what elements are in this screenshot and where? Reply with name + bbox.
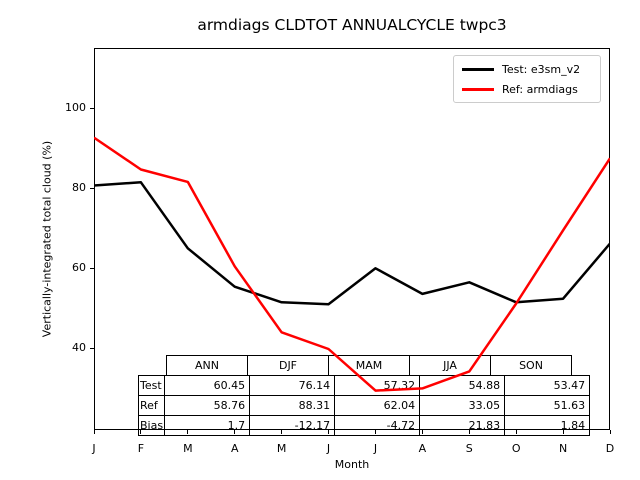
y-tick-label: 60: [72, 261, 86, 275]
table-cell-value: 1.7: [164, 415, 251, 436]
legend-label: Test: e3sm_v2: [502, 62, 581, 76]
ref-line-swatch: [462, 87, 494, 91]
y-tick-mark: [90, 107, 94, 109]
legend-label: Ref: armdiags: [502, 82, 578, 96]
table-cell-value: 21.83: [419, 415, 506, 436]
table-row: Ref 58.76 88.31 62.04 33.05 51.63: [137, 395, 591, 416]
y-axis-label: Vertically-integrated total cloud (%): [40, 140, 54, 338]
x-tick-label: M: [183, 442, 193, 455]
x-tick-mark: [609, 430, 611, 434]
table-column-header: DJF: [247, 355, 329, 376]
legend-entry: Ref: armdiags: [462, 79, 592, 99]
table-row-label: Bias: [137, 415, 166, 436]
ref-series-line: [94, 136, 610, 392]
plot-title: armdiags CLDTOT ANNUALCYCLE twpc3: [197, 16, 507, 34]
x-tick-label: D: [605, 442, 615, 455]
table-cell-value: -4.72: [334, 415, 421, 436]
x-axis-label: Month: [334, 458, 370, 471]
x-tick-label: S: [465, 442, 473, 455]
x-tick-label: J: [326, 442, 331, 455]
table-cell-value: 33.05: [419, 395, 506, 416]
table-row-label: Test: [137, 375, 166, 396]
y-tick-mark: [90, 187, 94, 189]
y-tick-label: 80: [72, 181, 86, 195]
x-tick-label: F: [137, 442, 145, 455]
y-tick-label: 40: [72, 341, 86, 355]
x-tick-label: A: [230, 442, 239, 455]
x-tick-label: J: [92, 442, 96, 455]
x-tick-label: A: [418, 442, 427, 455]
x-tick-label: N: [558, 442, 568, 455]
test-line-swatch: [462, 67, 494, 71]
table-cell-value: 1.84: [504, 415, 591, 436]
x-tick-label: O: [511, 442, 521, 455]
legend: Test: e3sm_v2 Ref: armdiags: [453, 55, 601, 103]
test-series-line: [94, 181, 610, 306]
table-row: Bias 1.7 -12.17 -4.72 21.83 1.84: [137, 415, 591, 436]
y-tick-mark: [90, 347, 94, 349]
x-tick-label: J: [373, 442, 378, 455]
chart-lines: [94, 136, 610, 392]
x-tick-label: M: [276, 442, 287, 455]
x-tick-mark: [93, 430, 95, 434]
table-cell-value: 53.47: [504, 375, 591, 396]
stats-table-body: Test 60.45 76.14 57.32 54.88 53.47 Ref 58.76 88.…: [137, 375, 591, 436]
y-tick-label: 100: [65, 101, 86, 115]
y-tick-mark: [90, 267, 94, 269]
legend-entry: Test: e3sm_v2: [462, 59, 592, 79]
